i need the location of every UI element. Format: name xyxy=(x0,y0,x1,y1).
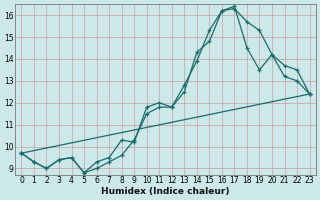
X-axis label: Humidex (Indice chaleur): Humidex (Indice chaleur) xyxy=(101,187,230,196)
